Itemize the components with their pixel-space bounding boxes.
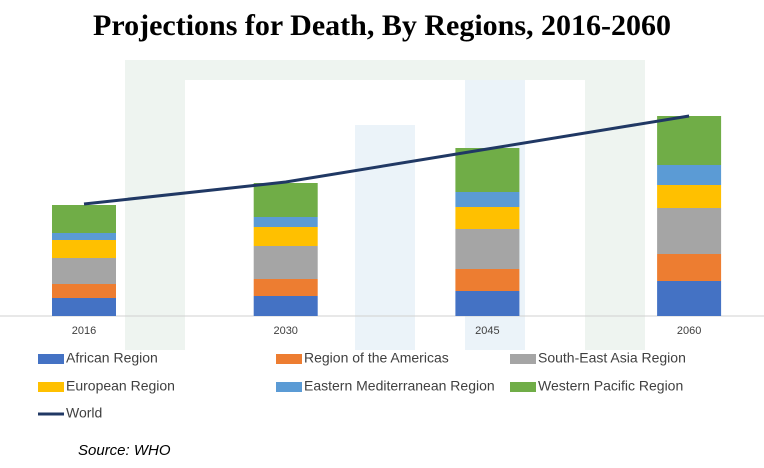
bar-segment xyxy=(455,291,520,316)
legend-swatch xyxy=(510,382,536,392)
legend-label: World xyxy=(66,405,102,421)
bar-segment xyxy=(455,148,520,192)
legend-swatch xyxy=(276,382,302,392)
bar-segment xyxy=(52,258,116,284)
bar-segment xyxy=(253,217,318,227)
bar-segment xyxy=(52,240,116,258)
bar-segment xyxy=(455,192,520,207)
bar-segment xyxy=(657,254,722,281)
line xyxy=(83,114,690,206)
legend-label: Eastern Mediterranean Region xyxy=(304,378,495,394)
legend-label: Western Pacific Region xyxy=(538,378,683,394)
bar-segment xyxy=(455,269,520,291)
legend-label: European Region xyxy=(66,378,175,394)
bar-segment xyxy=(455,229,520,269)
legend-label: African Region xyxy=(66,350,158,366)
bar-segment xyxy=(253,183,318,217)
bar-segment xyxy=(52,233,116,240)
bar-segment xyxy=(253,296,318,316)
legend-label: Region of the Americas xyxy=(304,350,449,366)
bar-segment xyxy=(253,246,318,279)
watermark-shape xyxy=(185,60,585,80)
bar-segment xyxy=(253,227,318,246)
bar-segment xyxy=(253,279,318,296)
bar-segment xyxy=(455,207,520,229)
watermark-shape xyxy=(125,60,185,350)
bar-segment xyxy=(52,298,116,316)
x-tick-label: 2030 xyxy=(273,325,297,337)
bar-segment xyxy=(657,165,722,185)
source: Source: WHO xyxy=(78,442,171,459)
x-tick-label: 2016 xyxy=(72,325,96,337)
x-tick-label: 2060 xyxy=(677,325,701,337)
bar-segment xyxy=(52,205,116,233)
legend-swatch xyxy=(510,354,536,364)
watermark-shape xyxy=(585,60,645,350)
x-tick-label: 2045 xyxy=(475,325,499,337)
bar-segment xyxy=(52,284,116,298)
legend-label: South-East Asia Region xyxy=(538,350,686,366)
legend-swatch xyxy=(276,354,302,364)
legend-swatch xyxy=(38,382,64,392)
bar-segment xyxy=(657,281,722,316)
chart-title: Projections for Death, By Regions, 2016-… xyxy=(93,9,671,42)
bar-segment xyxy=(657,208,722,254)
bar-segment xyxy=(657,116,722,165)
legend-swatch xyxy=(38,354,64,364)
bar-segment xyxy=(657,185,722,208)
